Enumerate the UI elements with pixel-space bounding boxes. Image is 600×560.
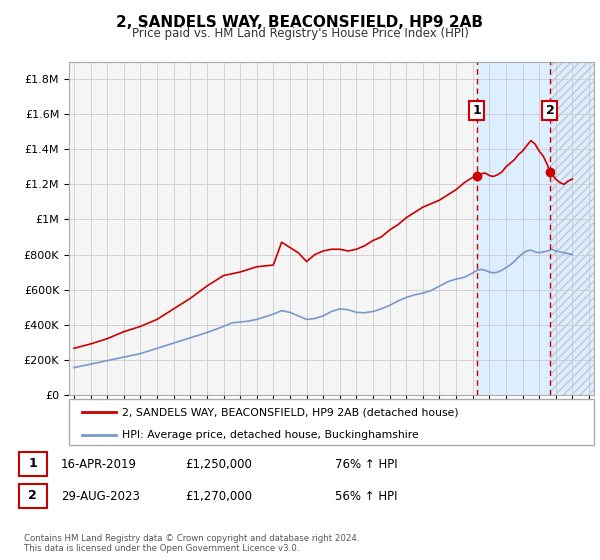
- Text: 16-APR-2019: 16-APR-2019: [61, 458, 137, 470]
- Text: 2, SANDELS WAY, BEACONSFIELD, HP9 2AB (detached house): 2, SANDELS WAY, BEACONSFIELD, HP9 2AB (d…: [121, 407, 458, 417]
- FancyBboxPatch shape: [19, 484, 47, 508]
- Text: 2: 2: [545, 104, 554, 117]
- Text: Contains HM Land Registry data © Crown copyright and database right 2024.
This d: Contains HM Land Registry data © Crown c…: [24, 534, 359, 553]
- FancyBboxPatch shape: [69, 399, 594, 445]
- Text: 2, SANDELS WAY, BEACONSFIELD, HP9 2AB: 2, SANDELS WAY, BEACONSFIELD, HP9 2AB: [116, 15, 484, 30]
- Text: £1,270,000: £1,270,000: [185, 490, 252, 503]
- Text: 29-AUG-2023: 29-AUG-2023: [61, 490, 140, 503]
- Text: 1: 1: [28, 458, 37, 470]
- Text: HPI: Average price, detached house, Buckinghamshire: HPI: Average price, detached house, Buck…: [121, 430, 418, 440]
- Bar: [550, 62, 594, 395]
- Text: 76% ↑ HPI: 76% ↑ HPI: [335, 458, 397, 470]
- Text: 56% ↑ HPI: 56% ↑ HPI: [335, 490, 397, 503]
- Text: Price paid vs. HM Land Registry's House Price Index (HPI): Price paid vs. HM Land Registry's House …: [131, 27, 469, 40]
- FancyBboxPatch shape: [19, 452, 47, 475]
- Bar: [477, 62, 550, 395]
- Text: £1,250,000: £1,250,000: [185, 458, 251, 470]
- Text: 2: 2: [28, 489, 37, 502]
- Text: 1: 1: [472, 104, 481, 117]
